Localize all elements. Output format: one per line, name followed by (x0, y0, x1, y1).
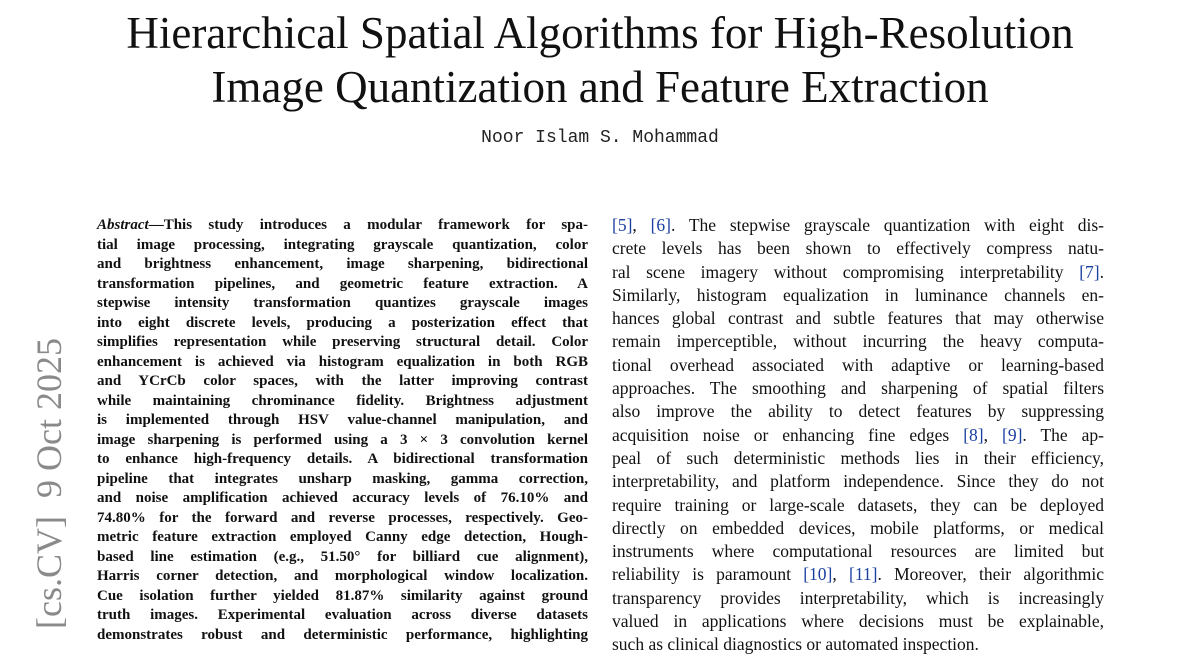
body-line: hances global contrast and subtle featur… (612, 308, 1104, 329)
page: Hierarchical Spatial Algorithms for High… (29, 8, 1104, 655)
body-line: also improve the ability to detect featu… (612, 401, 1104, 422)
abstract-line: demonstrates robust and deterministic pe… (97, 626, 588, 643)
abstract-line: based line estimation (e.g., 51.50° for … (97, 548, 588, 565)
abstract-line: metric feature extraction employed Canny… (97, 529, 588, 545)
body-line: valued in applications where decisions m… (612, 611, 1104, 632)
body-line: crete levels has been shown to effective… (612, 238, 1104, 259)
arxiv-stamp: [cs.CV] 9 Oct 2025 (29, 338, 69, 629)
body-line: ral scene imagery without compromising i… (612, 261, 1104, 282)
body-line: transparency provides interpretability, … (612, 587, 1104, 608)
title-line: Hierarchical Spatial Algorithms for High… (126, 8, 1074, 58)
abstract-label: Abstract (97, 217, 149, 233)
abstract-line: and noise amplification achieved accurac… (97, 490, 588, 506)
abstract-line: simplifies representation while preservi… (97, 334, 588, 350)
body-line: acquisition noise or enhancing fine edge… (612, 424, 1104, 445)
body-column: [5], [6]. The stepwise grayscale quantiz… (612, 214, 1104, 657)
abstract-line: transformation pipelines, and geometric … (97, 275, 588, 292)
abstract-line: enhancement is achieved via histogram eq… (97, 353, 588, 370)
abstract-line: into eight discrete levels, producing a … (97, 314, 588, 331)
body-line: Similarly, histogram equalization in lum… (612, 284, 1104, 305)
abstract-line: Cue isolation further yielded 81.87% sim… (97, 587, 588, 604)
body-line: require training or large-scale datasets… (612, 494, 1104, 515)
abstract-text: —This study introduces a modular framewo… (148, 217, 588, 233)
abstract-line: while maintaining chrominance fidelity. … (97, 392, 588, 409)
body-line: interpretability, and platform independe… (612, 471, 1104, 492)
abstract-line: tial image processing, integrating grays… (97, 236, 588, 253)
body-line: reliability is paramount [10], [11]. Mor… (612, 564, 1104, 585)
body-line: remain imperceptible, without incurring … (612, 331, 1104, 352)
title-line: Image Quantization and Feature Extractio… (211, 62, 989, 112)
abstract-line: is implemented through HSV value-channel… (97, 412, 588, 428)
body-line: [5], [6]. The stepwise grayscale quantiz… (612, 215, 1104, 235)
abstract-line: pipeline that integrates unsharp masking… (97, 470, 588, 487)
abstract-line: 74.80% for the forward and reverse proce… (97, 509, 588, 526)
abstract: Abstract—This study introduces a modular… (97, 216, 588, 645)
body-line: such as clinical diagnostics or automate… (612, 634, 979, 655)
abstract-line: Abstract—This study introduces a modular… (97, 216, 588, 236)
body-line: instruments where computational resource… (612, 541, 1104, 562)
abstract-line: and brightness enhancement, image sharpe… (97, 256, 588, 272)
body-line: peal of such deterministic methods lies … (612, 447, 1104, 468)
author: Noor Islam S. Mohammad (481, 128, 719, 148)
abstract-line: truth images. Experimental evaluation ac… (97, 607, 588, 623)
abstract-line: and YCrCb color spaces, with the latter … (97, 373, 588, 389)
abstract-line: to enhance high-frequency details. A bid… (97, 451, 588, 467)
abstract-line: Harris corner detection, and morphologic… (97, 568, 588, 584)
body-line: directly on embedded devices, mobile pla… (612, 517, 1104, 538)
body-line: tional overhead associated with adaptive… (612, 354, 1104, 375)
abstract-line: stepwise intensity transformation quanti… (97, 295, 588, 311)
body-line: approaches. The smoothing and sharpening… (612, 378, 1104, 399)
abstract-line: image sharpening is performed using a 3 … (97, 431, 588, 448)
